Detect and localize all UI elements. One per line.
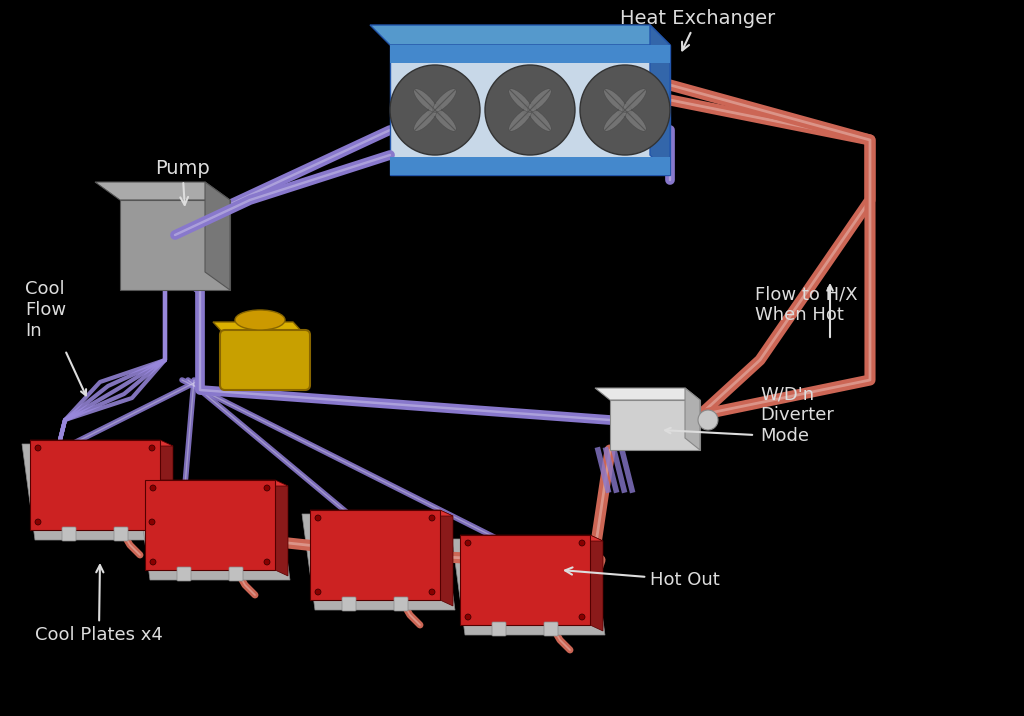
Polygon shape (604, 89, 627, 112)
Circle shape (150, 519, 155, 525)
Polygon shape (590, 535, 603, 631)
FancyBboxPatch shape (62, 527, 76, 541)
Circle shape (150, 485, 156, 491)
Polygon shape (414, 89, 437, 112)
FancyBboxPatch shape (544, 622, 558, 636)
Circle shape (150, 559, 156, 565)
Polygon shape (460, 535, 603, 541)
Polygon shape (145, 480, 275, 570)
Polygon shape (213, 322, 305, 335)
Text: Flow to H/X
When Hot: Flow to H/X When Hot (755, 286, 858, 324)
FancyBboxPatch shape (342, 597, 356, 611)
Circle shape (429, 589, 435, 595)
Circle shape (315, 515, 321, 521)
FancyBboxPatch shape (177, 567, 191, 581)
Polygon shape (623, 108, 646, 131)
Polygon shape (30, 440, 173, 446)
FancyBboxPatch shape (492, 622, 506, 636)
Circle shape (428, 103, 441, 117)
Circle shape (465, 540, 471, 546)
Polygon shape (509, 108, 532, 131)
Polygon shape (120, 200, 230, 290)
Circle shape (523, 103, 537, 117)
Polygon shape (390, 45, 670, 175)
Circle shape (429, 515, 435, 521)
Circle shape (390, 65, 480, 155)
Polygon shape (433, 108, 457, 131)
Polygon shape (310, 510, 440, 600)
Polygon shape (604, 108, 627, 131)
Text: Cool
Flow
In: Cool Flow In (25, 280, 67, 340)
Text: Heat Exchanger: Heat Exchanger (620, 9, 775, 50)
FancyBboxPatch shape (229, 567, 243, 581)
Circle shape (485, 65, 575, 155)
Polygon shape (22, 444, 175, 540)
Circle shape (150, 445, 155, 451)
Circle shape (580, 65, 670, 155)
Text: Cool Plates x4: Cool Plates x4 (35, 565, 163, 644)
Polygon shape (275, 480, 288, 576)
Circle shape (35, 445, 41, 451)
Polygon shape (623, 89, 646, 112)
Polygon shape (302, 514, 455, 610)
Text: Hot Out: Hot Out (565, 567, 720, 589)
Text: Pump: Pump (155, 158, 210, 205)
Polygon shape (460, 535, 590, 625)
Polygon shape (528, 108, 551, 131)
Circle shape (264, 485, 270, 491)
Circle shape (698, 410, 718, 430)
Polygon shape (685, 388, 700, 450)
Polygon shape (452, 539, 605, 635)
Polygon shape (509, 89, 532, 112)
Polygon shape (370, 25, 670, 45)
Polygon shape (610, 400, 700, 450)
FancyBboxPatch shape (114, 527, 128, 541)
Polygon shape (528, 89, 551, 112)
Circle shape (579, 540, 585, 546)
Polygon shape (440, 510, 453, 606)
Polygon shape (160, 440, 173, 536)
Polygon shape (145, 480, 288, 486)
Text: W/D'n
Diverter
Mode: W/D'n Diverter Mode (760, 385, 834, 445)
Polygon shape (414, 108, 437, 131)
Circle shape (465, 614, 471, 620)
Polygon shape (30, 440, 160, 530)
Polygon shape (433, 89, 457, 112)
Circle shape (264, 559, 270, 565)
Circle shape (579, 614, 585, 620)
Circle shape (618, 103, 632, 117)
Circle shape (35, 519, 41, 525)
Bar (390, 157, 670, 175)
Polygon shape (137, 484, 290, 580)
Polygon shape (205, 182, 230, 290)
Polygon shape (595, 388, 700, 400)
FancyBboxPatch shape (220, 330, 310, 390)
Polygon shape (95, 182, 230, 200)
Ellipse shape (234, 310, 285, 330)
Polygon shape (310, 510, 453, 516)
FancyBboxPatch shape (394, 597, 408, 611)
Bar (390, 45, 670, 63)
Polygon shape (650, 25, 670, 175)
Circle shape (315, 589, 321, 595)
